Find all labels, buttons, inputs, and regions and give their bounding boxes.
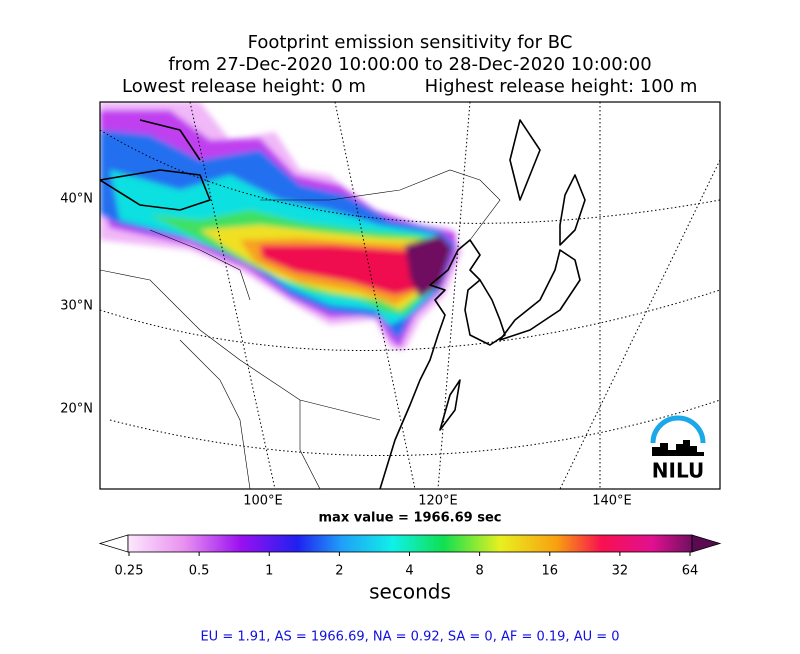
- logo-text: NILU: [652, 459, 704, 483]
- footer: EU = 1.91, AS = 1966.69, NA = 0.92, SA =…: [200, 630, 619, 645]
- lat-label: 30°N: [60, 299, 93, 314]
- lat-label: 40°N: [60, 192, 93, 207]
- colorbar-tick-label: 0.5: [189, 564, 210, 579]
- colorbar-tick-label: 32: [612, 564, 629, 579]
- borders: [100, 169, 501, 489]
- title-line: from 27-Dec-2020 10:00:00 to 28-Dec-2020…: [168, 54, 651, 75]
- lon-label: 120°E: [418, 494, 458, 509]
- coastlines: [100, 119, 586, 489]
- lon-label: 100°E: [243, 494, 283, 509]
- lat-label: 20°N: [60, 402, 93, 417]
- map: [100, 102, 720, 489]
- plume: [100, 102, 462, 350]
- title-line: Highest release height: 100 m: [425, 76, 698, 97]
- colorbar-ticks: 0.25 0.5 1 2 4 8 16 32 64: [115, 552, 699, 579]
- title-line: Footprint emission sensitivity for BC: [248, 32, 573, 53]
- colorbar-tick-label: 16: [541, 564, 558, 579]
- colorbar-tick-label: 1: [265, 564, 273, 579]
- colorbar-tick-label: 4: [405, 564, 413, 579]
- colorbar-label: seconds: [369, 580, 451, 604]
- lon-label: 140°E: [592, 494, 632, 509]
- logo: NILU: [650, 415, 706, 483]
- colorbar-tick-label: 2: [335, 564, 343, 579]
- colorbar-tick-label: 0.25: [115, 564, 144, 579]
- map-frame: [99, 101, 721, 490]
- colorbar-tick-label: 64: [682, 564, 699, 579]
- title-line: Lowest release height: 0 m: [122, 76, 366, 97]
- max-value: max value = 1966.69 sec: [319, 511, 502, 526]
- colorbar: [98, 534, 722, 553]
- colorbar-tick-label: 8: [475, 564, 483, 579]
